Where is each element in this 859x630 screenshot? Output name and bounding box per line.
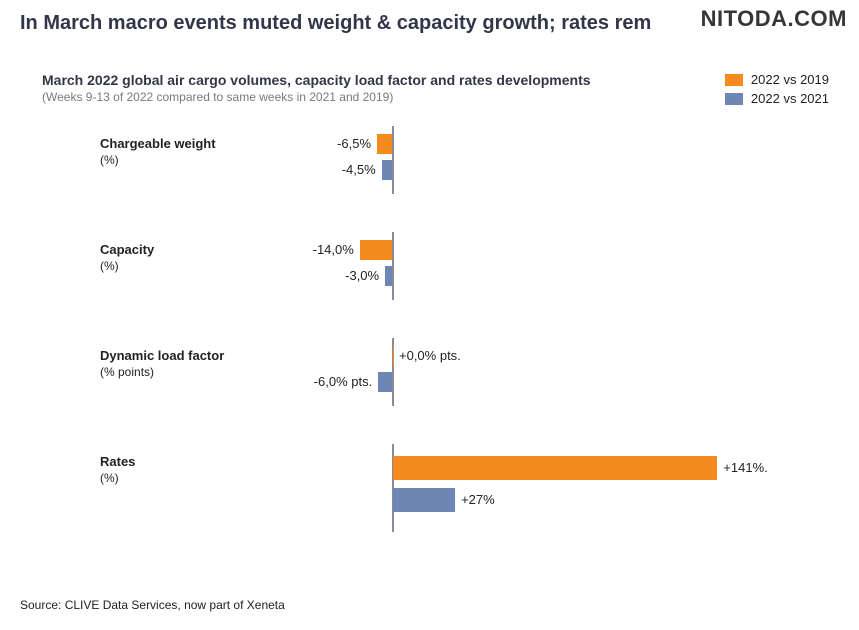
group-label: Capacity (%) bbox=[100, 242, 280, 273]
bar-row: +141%. bbox=[322, 456, 782, 480]
subtitle-line2: (Weeks 9-13 of 2022 compared to same wee… bbox=[42, 90, 591, 104]
chart-group: Capacity (%) -14,0% -3,0% bbox=[42, 236, 822, 296]
bars-area: -14,0% -3,0% bbox=[322, 236, 782, 296]
bar-row: -6,0% pts. bbox=[322, 372, 782, 392]
bar-chart: Chargeable weight (%) -6,5% -4,5% Capacity (%… bbox=[42, 130, 822, 528]
page-title: In March macro events muted weight & cap… bbox=[20, 12, 651, 35]
legend-label: 2022 vs 2019 bbox=[751, 72, 829, 87]
bar-value-label: -3,0% bbox=[345, 266, 379, 286]
legend-item: 2022 vs 2021 bbox=[725, 91, 829, 106]
group-label: Chargeable weight (%) bbox=[100, 136, 280, 167]
bar-value-label: -6,0% pts. bbox=[314, 372, 373, 392]
bar-row: -4,5% bbox=[322, 160, 782, 180]
bar-value-label: +141%. bbox=[723, 456, 767, 480]
subtitle-line1: March 2022 global air cargo volumes, cap… bbox=[42, 72, 591, 88]
bar bbox=[382, 160, 392, 180]
subtitle: March 2022 global air cargo volumes, cap… bbox=[42, 72, 591, 104]
group-label: Rates (%) bbox=[100, 454, 280, 485]
source-note: Source: CLIVE Data Services, now part of… bbox=[20, 598, 285, 612]
group-name: Chargeable weight bbox=[100, 136, 280, 151]
bar bbox=[378, 372, 392, 392]
group-name: Capacity bbox=[100, 242, 280, 257]
group-label: Dynamic load factor (% points) bbox=[100, 348, 280, 379]
bar-value-label: -14,0% bbox=[313, 240, 354, 260]
bar bbox=[385, 266, 392, 286]
bar-value-label: +0,0% pts. bbox=[399, 346, 461, 366]
bar-value-label: -6,5% bbox=[337, 134, 371, 154]
legend-label: 2022 vs 2021 bbox=[751, 91, 829, 106]
bar bbox=[393, 456, 717, 480]
bar-row: +0,0% pts. bbox=[322, 346, 782, 366]
legend-swatch bbox=[725, 74, 743, 86]
bar-row: -6,5% bbox=[322, 134, 782, 154]
group-unit: (%) bbox=[100, 259, 280, 273]
group-name: Rates bbox=[100, 454, 280, 469]
chart-group: Chargeable weight (%) -6,5% -4,5% bbox=[42, 130, 822, 190]
watermark: NITODA.COM bbox=[701, 6, 847, 32]
bar-row: +27% bbox=[322, 488, 782, 512]
legend-swatch bbox=[725, 93, 743, 105]
group-name: Dynamic load factor bbox=[100, 348, 280, 363]
bar bbox=[393, 346, 394, 366]
bars-area: +141%. +27% bbox=[322, 448, 782, 528]
legend-item: 2022 vs 2019 bbox=[725, 72, 829, 87]
legend: 2022 vs 2019 2022 vs 2021 bbox=[725, 72, 829, 110]
group-unit: (% points) bbox=[100, 365, 280, 379]
bar bbox=[377, 134, 392, 154]
bars-area: +0,0% pts. -6,0% pts. bbox=[322, 342, 782, 402]
bars-area: -6,5% -4,5% bbox=[322, 130, 782, 190]
group-unit: (%) bbox=[100, 153, 280, 167]
bar-value-label: +27% bbox=[461, 488, 495, 512]
chart-group: Rates (%) +141%. +27% bbox=[42, 448, 822, 528]
bar bbox=[393, 488, 455, 512]
bar-row: -3,0% bbox=[322, 266, 782, 286]
chart-group: Dynamic load factor (% points) +0,0% pts. -… bbox=[42, 342, 822, 402]
bar-value-label: -4,5% bbox=[342, 160, 376, 180]
group-unit: (%) bbox=[100, 471, 280, 485]
bar bbox=[360, 240, 392, 260]
bar-row: -14,0% bbox=[322, 240, 782, 260]
